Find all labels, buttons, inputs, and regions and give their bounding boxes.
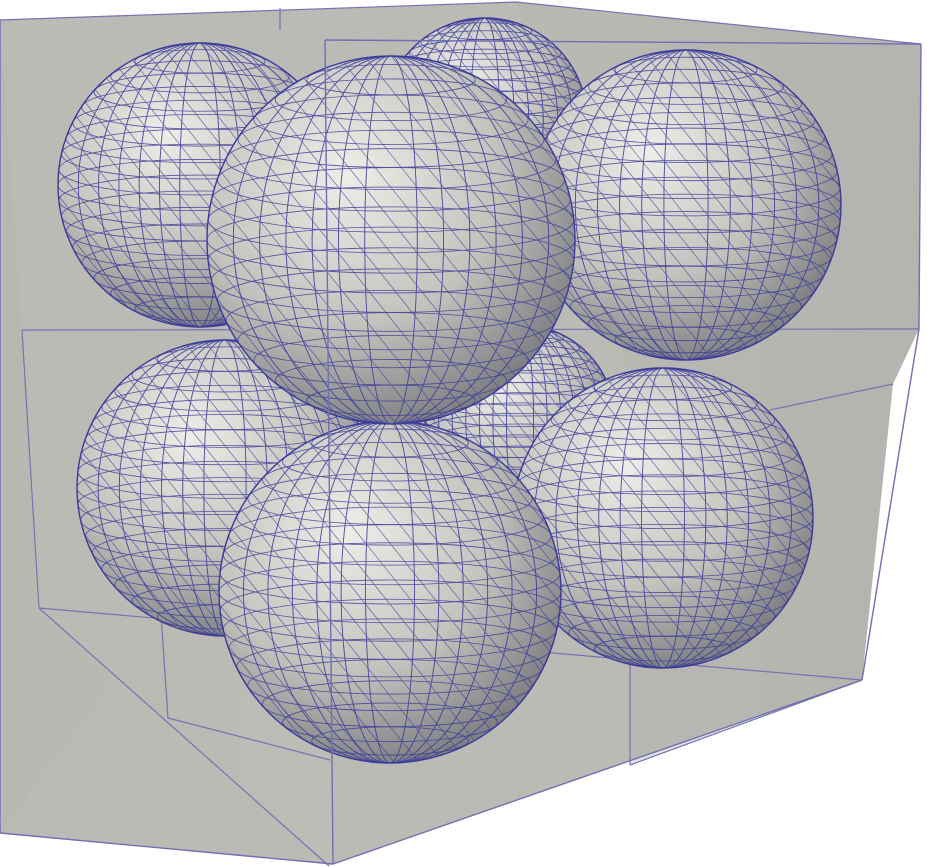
sphere-surface xyxy=(513,368,813,668)
sphere-outline xyxy=(206,55,576,425)
mesh-sphere xyxy=(218,420,562,764)
box-front-edges xyxy=(0,20,922,865)
sphere-surface xyxy=(531,50,841,360)
sphere-surface xyxy=(219,421,561,763)
mesh-sphere xyxy=(206,55,576,425)
spheres-group xyxy=(57,17,842,764)
sphere-mesh-lines xyxy=(207,56,575,424)
mesh-sphere xyxy=(512,367,814,669)
sphere-surface xyxy=(207,56,575,424)
